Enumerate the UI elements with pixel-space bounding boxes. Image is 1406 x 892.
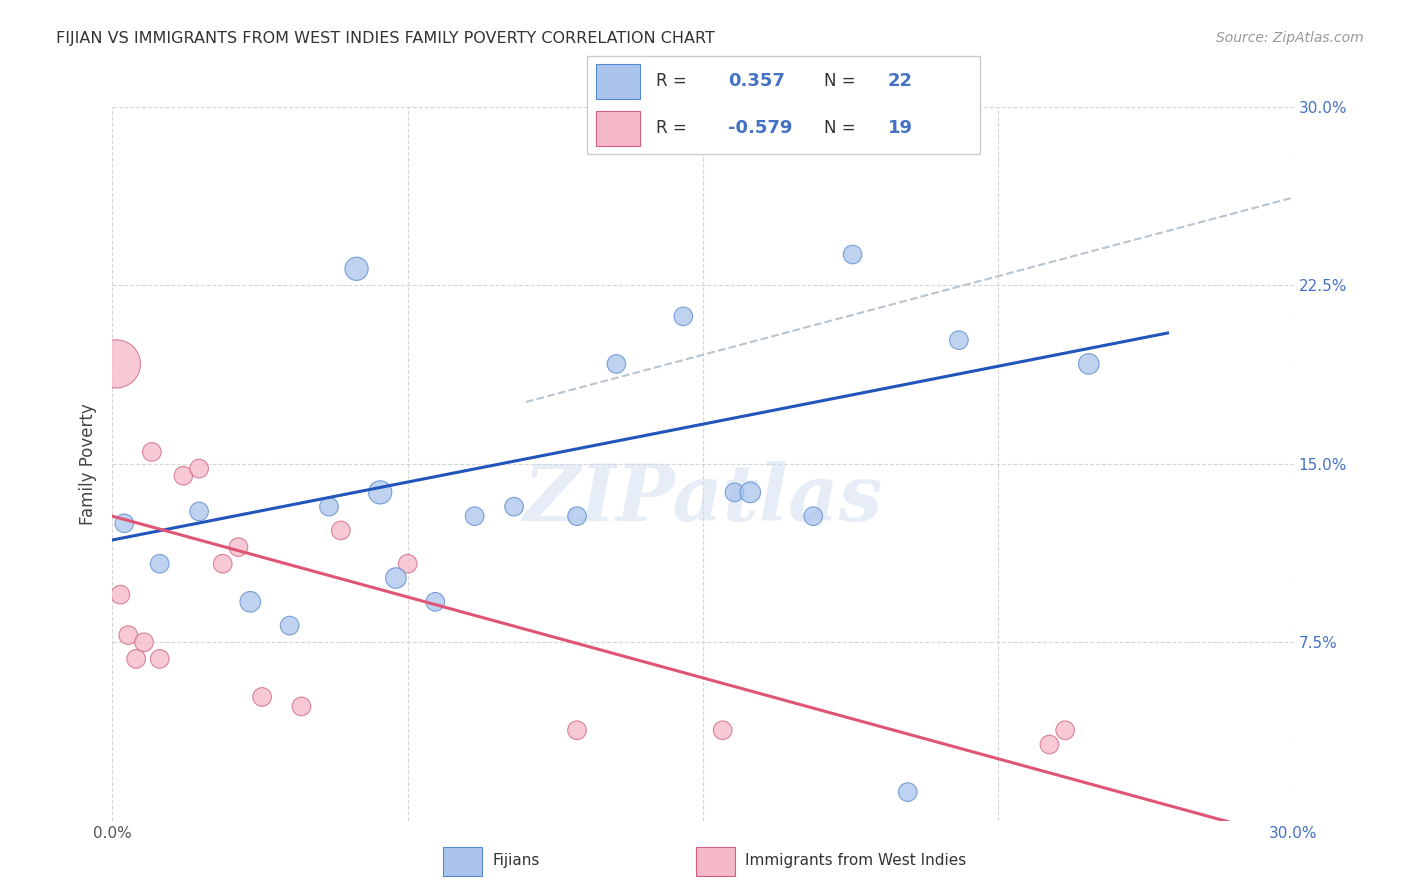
Point — [290, 699, 312, 714]
Point — [385, 571, 408, 585]
Point — [112, 516, 135, 531]
Point — [172, 468, 194, 483]
Point — [1038, 738, 1060, 752]
Point — [250, 690, 273, 704]
Point — [723, 485, 745, 500]
FancyBboxPatch shape — [443, 847, 481, 876]
Point — [132, 635, 155, 649]
Text: 22: 22 — [889, 72, 912, 90]
Point — [565, 509, 588, 524]
Point — [605, 357, 627, 371]
Point — [841, 247, 863, 261]
Point — [318, 500, 340, 514]
Point — [228, 540, 250, 554]
Point — [110, 588, 132, 602]
Text: -0.579: -0.579 — [728, 120, 792, 137]
Text: 0.357: 0.357 — [728, 72, 785, 90]
Text: Source: ZipAtlas.com: Source: ZipAtlas.com — [1216, 31, 1364, 45]
Point — [149, 557, 172, 571]
Point — [425, 595, 447, 609]
Point — [740, 485, 762, 500]
Point — [211, 557, 233, 571]
Point — [368, 485, 391, 500]
FancyBboxPatch shape — [596, 111, 640, 145]
Point — [188, 504, 211, 518]
Point — [125, 652, 148, 666]
Text: N =: N = — [824, 72, 860, 90]
Point — [239, 595, 262, 609]
Point — [503, 500, 526, 514]
Point — [329, 524, 352, 538]
Point — [565, 723, 588, 738]
Point — [188, 461, 211, 475]
FancyBboxPatch shape — [588, 55, 980, 154]
Point — [711, 723, 734, 738]
Text: ZIPatlas: ZIPatlas — [523, 461, 883, 538]
FancyBboxPatch shape — [596, 64, 640, 99]
Point — [464, 509, 486, 524]
Text: R =: R = — [655, 120, 692, 137]
Text: Fijians: Fijians — [492, 854, 540, 868]
Point — [396, 557, 419, 571]
Point — [278, 618, 301, 632]
Point — [105, 357, 128, 371]
Point — [117, 628, 139, 642]
Point — [948, 333, 970, 347]
FancyBboxPatch shape — [696, 847, 734, 876]
Point — [149, 652, 172, 666]
Point — [672, 310, 695, 324]
Point — [801, 509, 824, 524]
Text: N =: N = — [824, 120, 860, 137]
Text: 19: 19 — [889, 120, 912, 137]
Point — [141, 445, 163, 459]
Text: Immigrants from West Indies: Immigrants from West Indies — [745, 854, 966, 868]
Point — [346, 261, 368, 276]
Point — [897, 785, 920, 799]
Y-axis label: Family Poverty: Family Poverty — [79, 403, 97, 524]
Point — [1077, 357, 1099, 371]
Text: FIJIAN VS IMMIGRANTS FROM WEST INDIES FAMILY POVERTY CORRELATION CHART: FIJIAN VS IMMIGRANTS FROM WEST INDIES FA… — [56, 31, 716, 46]
Point — [1054, 723, 1077, 738]
Text: R =: R = — [655, 72, 692, 90]
